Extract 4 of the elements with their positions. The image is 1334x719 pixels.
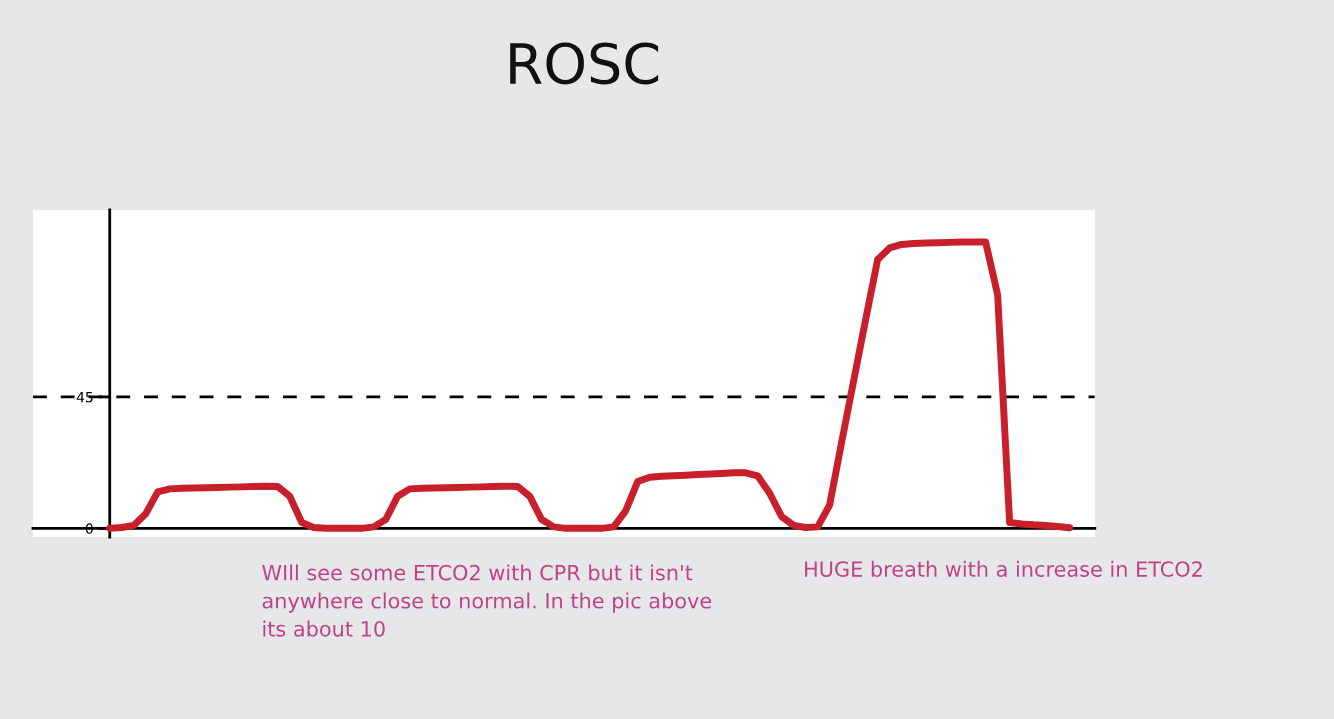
- text: WIll see some ETCO2 with CPR but it isn't anywhere close to normal. In the pic above its about 10: [262, 564, 712, 637]
- y-tick-label: 45: [76, 392, 93, 403]
- text: HUGE breath with a increase in ETCO2: [805, 560, 1202, 577]
- chart-title: ROSC: [510, 42, 659, 85]
